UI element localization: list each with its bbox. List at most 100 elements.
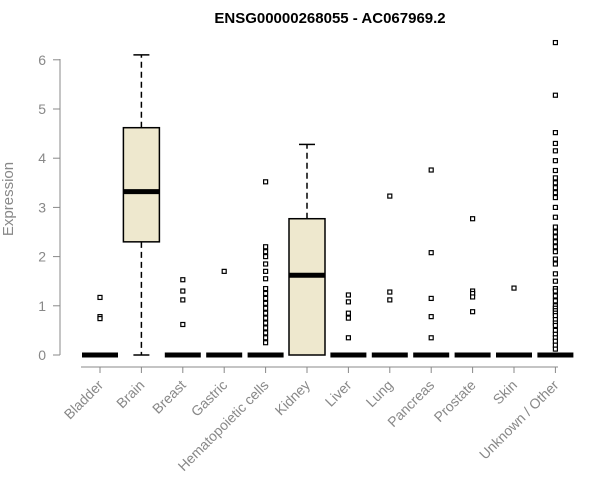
outlier-point: [552, 234, 559, 240]
outlier-point: [263, 300, 269, 306]
x-tick-label: Lung: [363, 377, 396, 410]
outlier-point: [552, 185, 559, 191]
x-tick-label: Unknown / Other: [476, 377, 562, 463]
box-rect: [288, 217, 326, 356]
outlier-point: [552, 288, 559, 294]
outlier-point: [263, 261, 269, 267]
outlier-point: [470, 294, 476, 300]
outlier-point: [552, 278, 559, 284]
outlier-point: [552, 204, 559, 210]
outlier-point: [263, 254, 269, 260]
outlier-point: [263, 244, 269, 250]
x-tick-label: Bladder: [61, 377, 107, 423]
box-bladder: [82, 294, 118, 358]
outlier-point: [552, 140, 559, 147]
box-pancreas: [413, 167, 450, 358]
outlier-point: [345, 335, 351, 341]
outlier-point: [180, 277, 186, 283]
outlier-point: [552, 298, 559, 304]
outlier-point: [552, 167, 559, 174]
outlier-point: [263, 290, 269, 297]
outlier-point: [263, 320, 269, 326]
outlier-point: [263, 340, 269, 346]
outlier-point: [511, 285, 517, 291]
y-axis-label: Expression: [0, 162, 17, 236]
y-ticks: 0 1 2 3 4 5 6: [38, 52, 60, 363]
box-gastric: [206, 268, 243, 358]
y-tick-label: 4: [38, 150, 46, 166]
outlier-point: [552, 130, 559, 136]
x-tick-label: Skin: [490, 377, 521, 408]
outlier-point: [428, 295, 434, 302]
box-lung: [371, 193, 408, 358]
outlier-point: [180, 297, 186, 303]
outlier-point: [552, 190, 559, 196]
x-tick-label: Brain: [113, 377, 147, 411]
outlier-point: [180, 288, 186, 294]
outlier-point: [470, 216, 476, 222]
outlier-point: [263, 335, 269, 341]
y-tick-label: 1: [38, 298, 46, 314]
outlier-point: [428, 335, 434, 341]
outlier-point: [221, 268, 227, 274]
box-kidney: [288, 143, 326, 356]
x-tick-label: Prostate: [431, 377, 479, 425]
outlier-point: [552, 175, 559, 181]
outlier-point: [263, 285, 269, 292]
box-breast: [164, 277, 201, 358]
outlier-point: [180, 321, 186, 328]
outlier-point: [263, 325, 269, 331]
y-tick-label: 6: [38, 52, 46, 68]
outlier-point: [97, 294, 103, 301]
box-liver: [330, 292, 367, 358]
outlier-point: [263, 179, 269, 185]
outlier-point: [263, 315, 269, 321]
y-tick-label: 2: [38, 249, 46, 265]
outlier-point: [345, 315, 351, 321]
outlier-point: [552, 148, 559, 154]
outlier-point: [552, 249, 559, 255]
box-hematopoietic-cells: [247, 179, 284, 358]
outlier-point: [552, 214, 559, 220]
box-prostate: [454, 216, 491, 358]
outlier-point: [552, 271, 559, 277]
outlier-point: [263, 305, 269, 311]
plot-area: [82, 39, 574, 358]
outlier-point: [428, 167, 434, 173]
outlier-point: [263, 276, 269, 282]
outlier-point: [345, 292, 351, 298]
box-brain: [122, 54, 161, 356]
outlier-point: [552, 239, 559, 245]
y-tick-label: 5: [38, 101, 46, 117]
outlier-point: [387, 289, 393, 295]
outlier-point: [470, 309, 476, 315]
outlier-point: [345, 299, 351, 305]
outlier-point: [263, 330, 269, 336]
box-skin: [496, 285, 532, 358]
outlier-point: [552, 244, 559, 250]
outlier-point: [552, 256, 559, 262]
outlier-point: [552, 293, 559, 299]
outlier-point: [552, 224, 559, 230]
outlier-point: [263, 268, 269, 274]
outlier-point: [552, 92, 559, 98]
outlier-point: [552, 158, 559, 164]
x-tick-label: Liver: [322, 377, 355, 410]
outlier-point: [263, 310, 269, 316]
outlier-point: [552, 180, 559, 186]
outlier-point: [428, 314, 434, 320]
box-rect: [122, 126, 161, 243]
outlier-point: [97, 315, 103, 322]
x-tick-label: Breast: [149, 377, 189, 417]
outlier-point: [387, 193, 393, 199]
chart-title: ENSG00000268055 - AC067969.2: [214, 10, 445, 27]
outlier-point: [552, 194, 559, 201]
y-tick-label: 0: [38, 347, 46, 363]
x-tick-label: Kidney: [272, 377, 314, 419]
outlier-point: [552, 261, 559, 267]
outlier-point: [552, 322, 559, 329]
outlier-point: [552, 346, 559, 352]
outlier-point: [552, 229, 559, 235]
